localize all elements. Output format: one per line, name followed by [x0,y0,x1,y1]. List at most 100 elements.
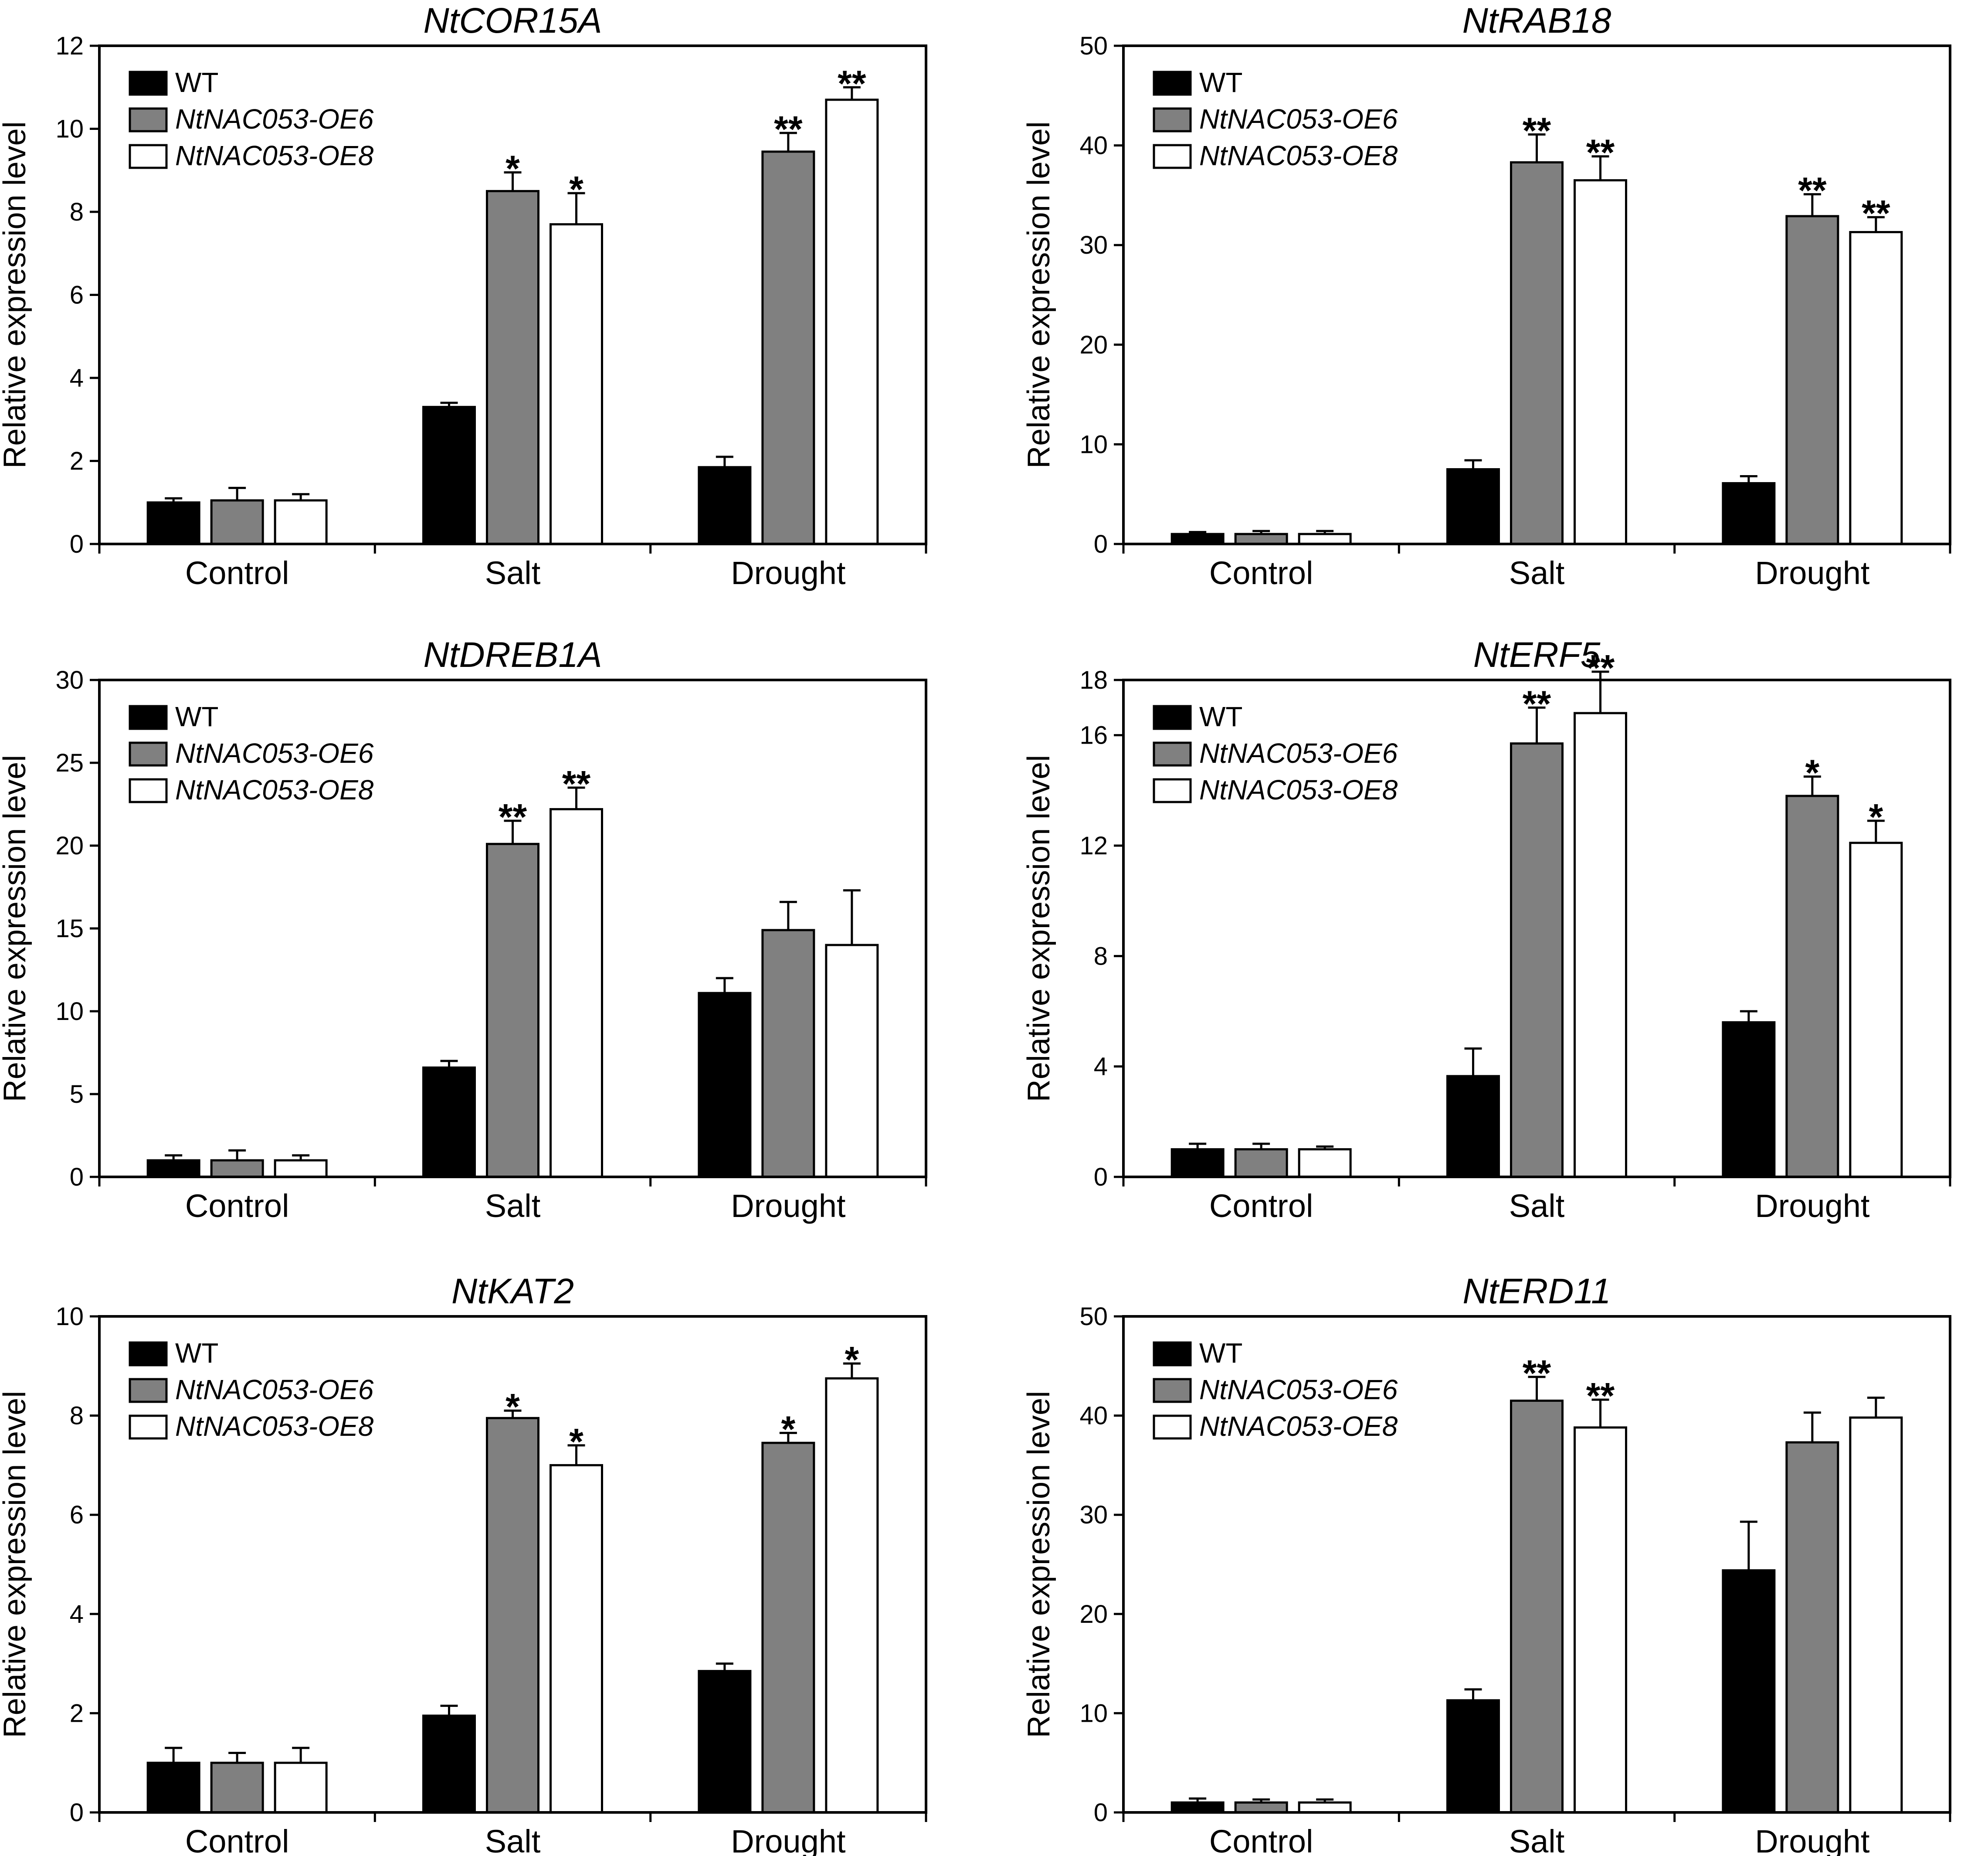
legend: WT NtNAC053-OE6 NtNAC053-OE8 [129,67,374,171]
legend-label-ntnac053-oe8: NtNAC053-OE8 [1199,774,1398,806]
significance-mark: ** [562,763,591,804]
legend-label-wt: WT [175,701,219,732]
y-tick-label: 2 [70,1699,84,1727]
y-axis-label: Relative expression level [0,755,32,1102]
bar-ntnac053-oe8-salt [550,808,603,1178]
category-label: Salt [485,1188,541,1224]
chart-title: NtCOR15A [423,1,602,41]
legend-swatch-ntnac053-oe6 [1153,107,1192,133]
bar-wt-control [1170,533,1225,545]
y-tick-label: 40 [1079,1402,1108,1430]
bar-ntnac053-oe8-salt [1574,712,1627,1178]
bar-ntnac053-oe6-drought [761,1441,815,1814]
y-tick-label: 15 [55,914,84,943]
y-tick-label: 4 [70,364,84,392]
significance-mark: * [505,1386,520,1427]
plot-frame [1122,1315,1951,1814]
significance-mark: * [569,169,584,210]
plot-frame [98,1315,927,1814]
legend: WT NtNAC053-OE6 NtNAC053-OE8 [1153,1337,1398,1442]
legend-swatch-ntnac053-oe6 [1153,741,1192,767]
y-axis-label: Relative expression level [1021,755,1056,1102]
legend-label-wt: WT [1199,701,1243,732]
bar-wt-drought [1722,1569,1776,1814]
bar-wt-salt [422,1714,476,1814]
y-tick-label: 20 [1079,1600,1108,1628]
y-tick-label: 16 [1079,721,1108,750]
category-label: Drought [731,555,846,591]
bar-ntnac053-oe8-salt [1574,1426,1627,1814]
legend-label-wt: WT [1199,67,1243,98]
legend-label-ntnac053-oe6: NtNAC053-OE6 [1199,738,1398,769]
legend-swatch-wt [129,71,168,96]
legend-label-ntnac053-oe8: NtNAC053-OE8 [1199,140,1398,171]
y-tick-label: 8 [70,1402,84,1430]
bar-wt-control [1170,1148,1225,1178]
bar-wt-drought [1722,1021,1776,1178]
bar-ntnac053-oe6-control [210,1761,264,1814]
bar-wt-control [146,1159,200,1178]
legend-swatch-wt [129,1341,168,1367]
bar-ntnac053-oe6-salt [1510,742,1564,1178]
bar-ntnac053-oe6-control [1234,533,1288,545]
chart-panel-ntrab18: NtRAB18 Relative expression level ** ** ** **… [1021,1,1951,591]
significance-mark: * [1869,796,1883,837]
bar-ntnac053-oe8-drought [1849,1416,1903,1814]
significance-mark: ** [1523,683,1551,724]
legend-label-ntnac053-oe8: NtNAC053-OE8 [175,1411,374,1442]
significance-mark: * [845,1339,859,1380]
bar-ntnac053-oe6-drought [761,150,815,545]
legend-label-ntnac053-oe6: NtNAC053-OE6 [175,1374,374,1405]
bar-wt-salt [422,406,476,545]
y-tick-label: 12 [1079,832,1108,860]
legend-label-wt: WT [175,1337,219,1369]
y-tick-label: 4 [70,1600,84,1628]
bar-ntnac053-oe6-salt [1510,1399,1564,1814]
y-tick-label: 10 [55,1302,84,1331]
chart-title: NtRAB18 [1462,1,1611,41]
bar-ntnac053-oe6-drought [1785,1441,1839,1814]
chart-panel-nterd11: NtERD11 Relative expression level ** ** 0 10 2… [1021,1271,1951,1856]
legend-swatch-ntnac053-oe8 [129,144,168,169]
y-tick-label: 8 [70,198,84,226]
y-tick-label: 6 [70,1501,84,1529]
legend-label-ntnac053-oe6: NtNAC053-OE6 [1199,1374,1398,1405]
y-tick-label: 30 [1079,231,1108,259]
significance-mark: ** [838,63,866,104]
legend-swatch-wt [1153,71,1192,96]
bar-ntnac053-oe8-salt [550,1464,603,1814]
significance-mark: * [505,148,520,189]
legend-swatch-ntnac053-oe6 [129,741,168,767]
category-label: Control [1209,1188,1313,1224]
legend-swatch-ntnac053-oe8 [1153,144,1192,169]
bar-wt-drought [1722,482,1776,545]
bar-ntnac053-oe8-control [1298,1148,1352,1178]
legend-swatch-ntnac053-oe8 [1153,1414,1192,1440]
bar-ntnac053-oe6-salt [486,190,539,545]
category-label: Drought [1755,1188,1870,1224]
legend-swatch-wt [1153,705,1192,730]
bar-ntnac053-oe6-salt [486,1417,539,1814]
plot-frame [1122,44,1951,545]
y-tick-label: 40 [1079,132,1108,160]
bar-ntnac053-oe6-drought [761,929,815,1178]
bar-wt-salt [1446,1699,1500,1814]
bar-wt-salt [1446,1075,1500,1178]
y-tick-label: 50 [1079,32,1108,60]
legend-swatch-wt [1153,1341,1192,1367]
significance-mark: ** [499,796,527,837]
legend: WT NtNAC053-OE6 NtNAC053-OE8 [129,701,374,806]
bar-ntnac053-oe6-control [1234,1801,1288,1814]
bar-ntnac053-oe6-control [1234,1148,1288,1178]
chart-title: NtKAT2 [451,1271,574,1311]
significance-mark: ** [1586,647,1615,688]
bar-ntnac053-oe8-salt [1574,179,1627,545]
legend-label-wt: WT [175,67,219,98]
significance-mark: ** [1862,193,1890,234]
bar-wt-drought [698,992,752,1178]
significance-mark: ** [1586,132,1615,173]
category-label: Drought [1755,555,1870,591]
legend: WT NtNAC053-OE6 NtNAC053-OE8 [1153,701,1398,806]
